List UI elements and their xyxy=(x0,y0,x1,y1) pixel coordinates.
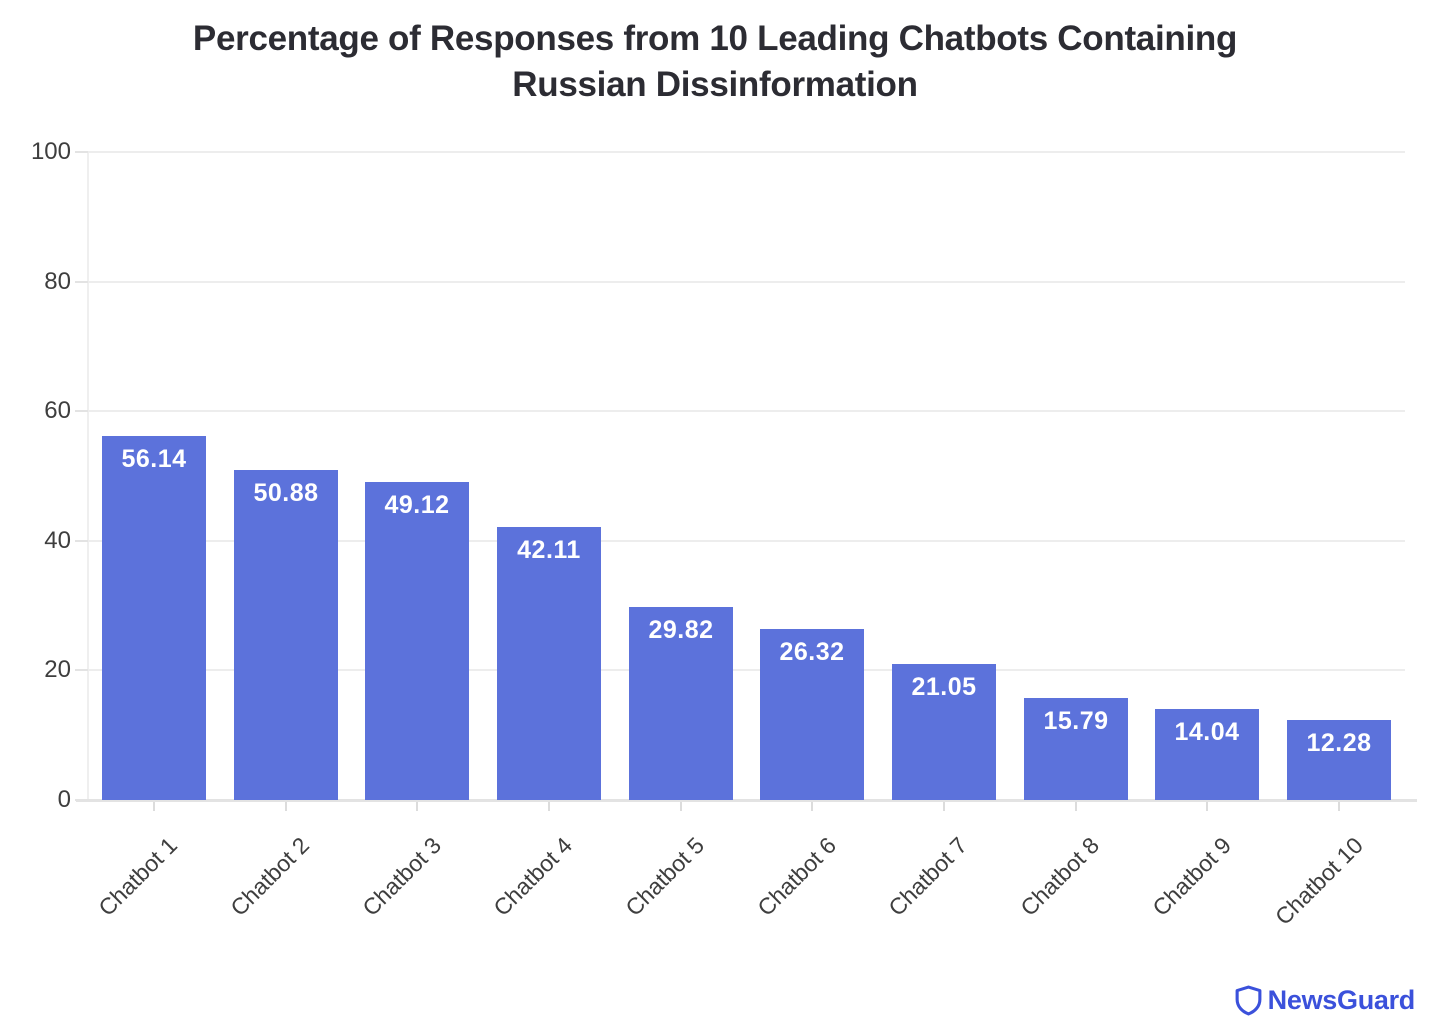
gridline xyxy=(88,151,1405,153)
y-tick-label: 0 xyxy=(57,786,71,813)
bar: 42.11 xyxy=(497,527,601,800)
bar: 15.79 xyxy=(1024,698,1128,800)
y-tick-label: 100 xyxy=(30,138,71,165)
x-tick-label: Chatbot 10 xyxy=(1269,832,1368,930)
shield-icon xyxy=(1235,985,1262,1016)
gridline xyxy=(88,410,1405,413)
bar-value-label: 12.28 xyxy=(1306,729,1372,757)
bar-value-label: 56.14 xyxy=(121,445,187,473)
x-axis-line xyxy=(76,799,1417,802)
y-tick-mark xyxy=(75,799,88,801)
x-tick-label: Chatbot 9 xyxy=(1146,832,1236,921)
bar: 56.14 xyxy=(102,436,206,800)
bar-value-label: 42.11 xyxy=(517,536,581,564)
bar: 14.04 xyxy=(1155,709,1259,800)
x-tick-mark xyxy=(1074,802,1077,811)
bar: 21.05 xyxy=(892,664,996,800)
bar-value-label: 50.88 xyxy=(253,479,319,507)
x-tick-mark xyxy=(284,802,287,811)
x-tick-mark xyxy=(943,802,946,811)
x-tick-label: Chatbot 8 xyxy=(1015,832,1105,921)
x-tick-label: Chatbot 4 xyxy=(488,832,578,921)
bar: 12.28 xyxy=(1287,720,1391,800)
chart-title-line-2: Russian Dissinformation xyxy=(512,65,918,105)
y-tick-label: 60 xyxy=(44,397,71,425)
x-tick-mark xyxy=(1338,802,1341,811)
chart-title-line-1: Percentage of Responses from 10 Leading … xyxy=(192,19,1238,58)
x-tick-label: Chatbot 6 xyxy=(751,832,841,921)
y-tick-label: 40 xyxy=(44,526,71,554)
x-tick-mark xyxy=(416,802,419,811)
newsguard-logo-text: NewsGuard xyxy=(1267,985,1416,1015)
y-tick-mark xyxy=(75,151,88,153)
y-tick-label: 20 xyxy=(44,656,71,684)
bar-value-label: 21.05 xyxy=(911,673,977,701)
x-tick-mark xyxy=(152,802,155,811)
bar: 49.12 xyxy=(365,482,469,800)
x-tick-label: Chatbot 7 xyxy=(883,832,973,921)
bar-value-label: 26.32 xyxy=(779,638,845,666)
bar-value-label: 29.82 xyxy=(648,616,714,644)
gridline xyxy=(88,669,1405,672)
y-tick-mark xyxy=(75,410,88,413)
newsguard-logo: NewsGuard xyxy=(1235,985,1415,1016)
bar-value-label: 14.04 xyxy=(1174,718,1240,746)
x-tick-label: Chatbot 3 xyxy=(356,832,446,921)
plot-area: 0 20 40 60 80 100 56.14 Chatbot 1 50.88 Chatbot 2… xyxy=(31,138,1417,930)
bar-value-label: 49.12 xyxy=(384,491,450,519)
gridline xyxy=(88,539,1405,542)
x-tick-label: Chatbot 5 xyxy=(620,832,710,921)
y-tick-label: 80 xyxy=(44,267,71,295)
bar: 29.82 xyxy=(629,607,733,800)
y-tick-mark xyxy=(75,539,88,542)
x-tick-mark xyxy=(679,802,682,811)
x-tick-label: Chatbot 1 xyxy=(93,832,183,921)
chart-title: Percentage of Responses from 10 Leading … xyxy=(0,16,1430,108)
x-tick-mark xyxy=(1206,802,1209,811)
y-tick-mark xyxy=(75,669,88,672)
bar: 26.32 xyxy=(760,629,864,800)
y-axis-line xyxy=(87,152,89,800)
gridline xyxy=(88,280,1405,283)
y-tick-mark xyxy=(75,280,88,283)
bar-value-label: 15.79 xyxy=(1043,707,1109,735)
x-tick-label: Chatbot 2 xyxy=(225,832,314,921)
x-tick-mark xyxy=(547,802,550,811)
x-tick-mark xyxy=(811,802,814,811)
bar: 50.88 xyxy=(234,470,338,800)
